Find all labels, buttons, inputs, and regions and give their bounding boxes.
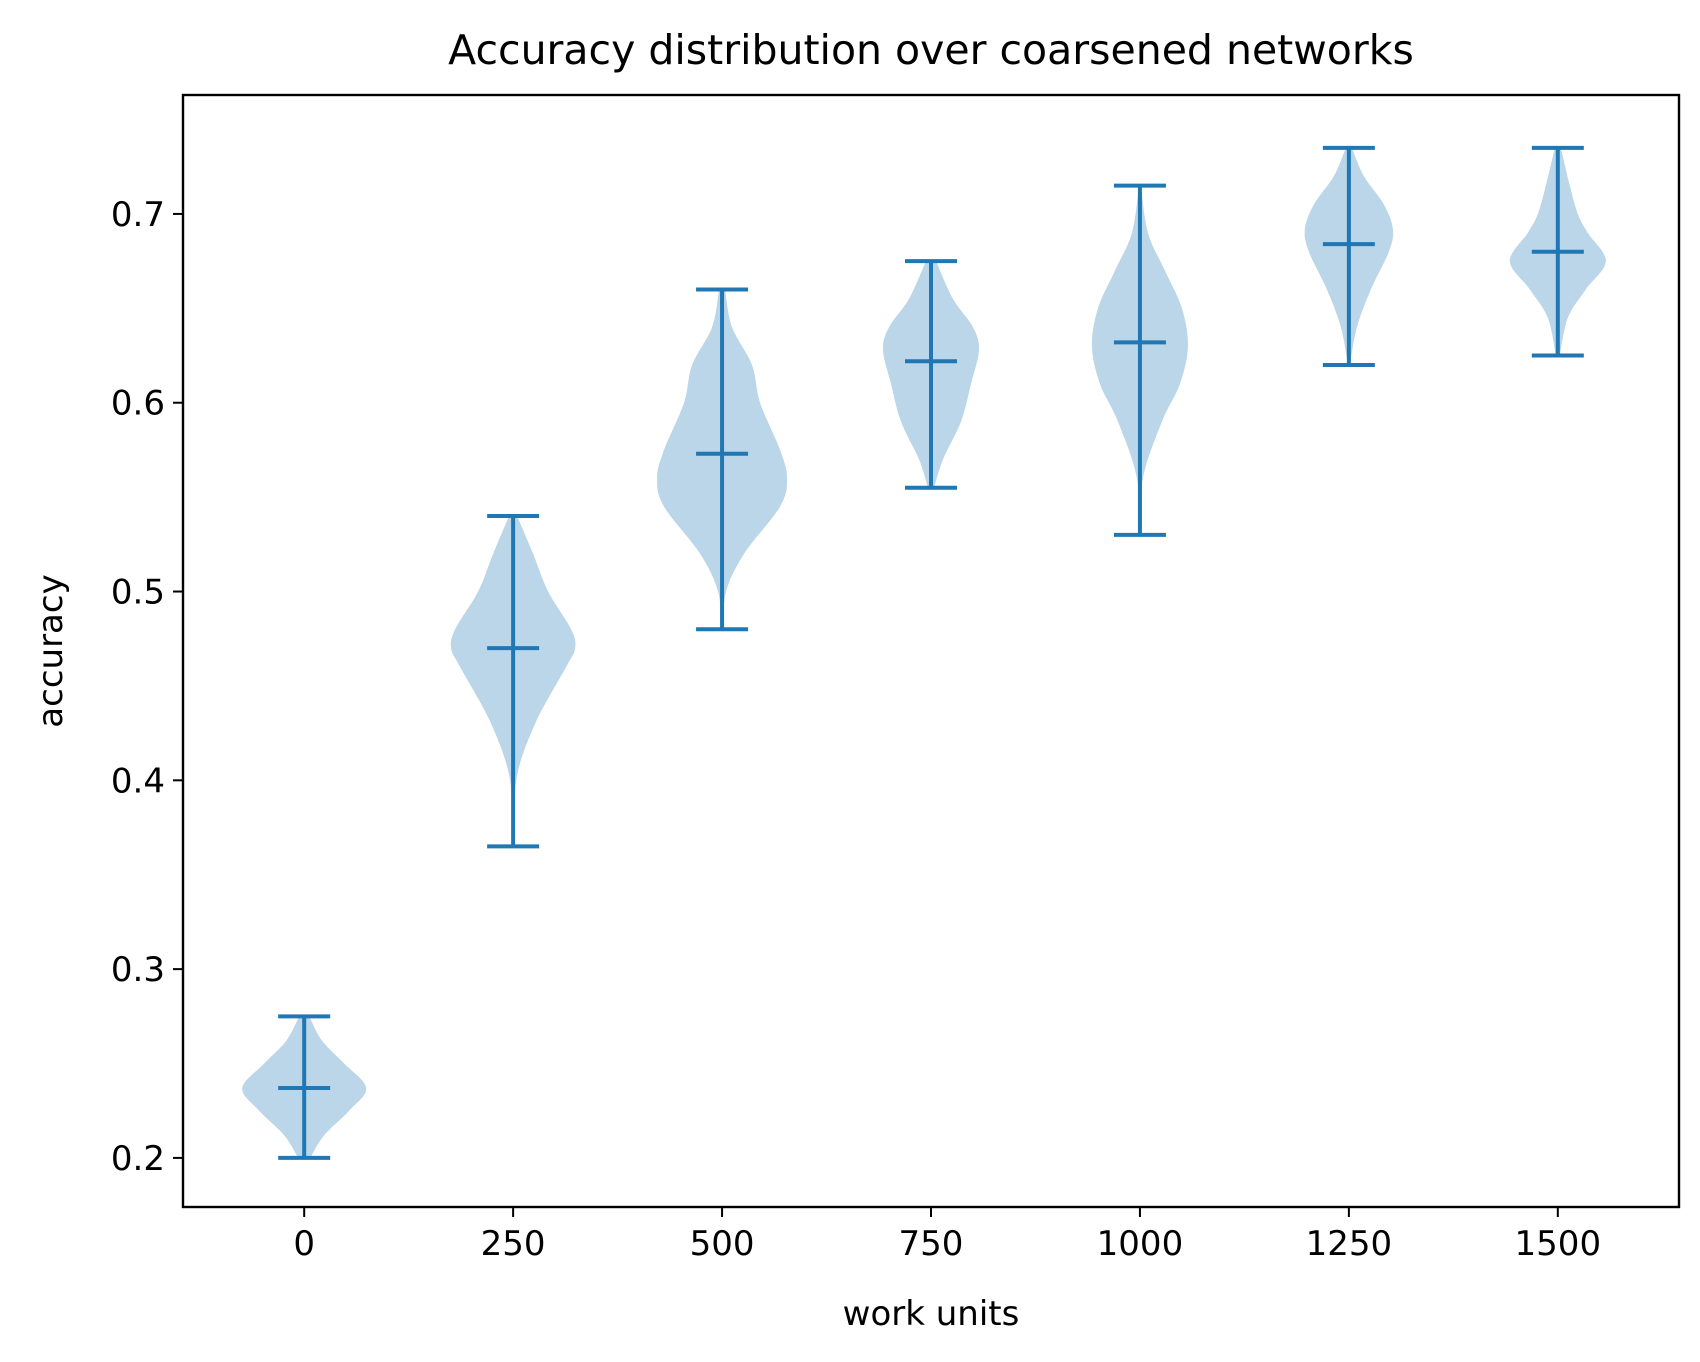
y-tick-label: 0.6: [111, 384, 165, 424]
x-axis-ticks: 0 250 500 750 1000 1250 1500: [293, 1207, 1601, 1264]
x-tick-label: 1250: [1306, 1224, 1393, 1264]
statistics-layer: [278, 145, 1584, 1160]
y-axis-label: accuracy: [31, 574, 71, 727]
y-tick-label: 0.5: [111, 573, 165, 613]
y-tick-label: 0.3: [111, 950, 165, 990]
x-axis-label: work units: [843, 1294, 1020, 1334]
y-axis-ticks: 0.2 0.3 0.4 0.5 0.6 0.7: [111, 195, 183, 1179]
x-tick-label: 1500: [1515, 1224, 1602, 1264]
x-tick-label: 750: [899, 1224, 964, 1264]
y-tick-label: 0.4: [111, 761, 165, 801]
y-tick-label: 0.2: [111, 1139, 165, 1179]
x-tick-label: 250: [481, 1224, 546, 1264]
x-tick-label: 1000: [1097, 1224, 1184, 1264]
x-tick-label: 500: [690, 1224, 755, 1264]
chart-title: Accuracy distribution over coarsened net…: [448, 26, 1414, 74]
y-tick-label: 0.7: [111, 195, 165, 235]
x-tick-label: 0: [293, 1224, 315, 1264]
